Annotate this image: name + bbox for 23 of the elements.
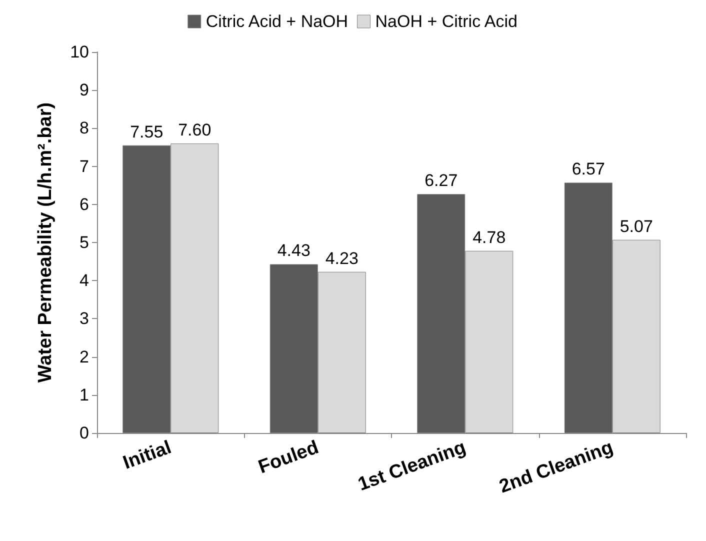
- y-tick-label: 5: [80, 233, 89, 252]
- y-tick-label: 9: [80, 80, 89, 100]
- data-label: 7.60: [178, 120, 212, 140]
- y-tick-label: 7: [80, 156, 89, 176]
- y-tick-label: 8: [80, 118, 89, 138]
- data-label: 5.07: [620, 216, 653, 236]
- y-tick-label: 6: [80, 194, 89, 214]
- legend-label: NaOH + Citric Acid: [375, 12, 518, 31]
- data-label: 7.55: [130, 122, 164, 142]
- y-tick-label: 4: [80, 271, 89, 290]
- y-tick-label: 2: [80, 347, 89, 366]
- y-axis-title: Water Permeability (L/h.m².bar): [35, 102, 56, 383]
- y-tick-label: 3: [80, 309, 89, 328]
- x-tick-label: Initial: [120, 437, 174, 474]
- data-label: 6.27: [424, 171, 458, 190]
- data-label: 4.23: [325, 248, 358, 268]
- y-tick-label: 1: [80, 385, 89, 404]
- legend-label: Citric Acid + NaOH: [206, 12, 348, 31]
- data-label: 4.43: [277, 241, 310, 260]
- y-tick-label: 10: [70, 42, 89, 62]
- data-label: 6.57: [572, 160, 605, 179]
- y-tick-label: 0: [80, 424, 89, 442]
- data-label: 4.78: [472, 228, 506, 247]
